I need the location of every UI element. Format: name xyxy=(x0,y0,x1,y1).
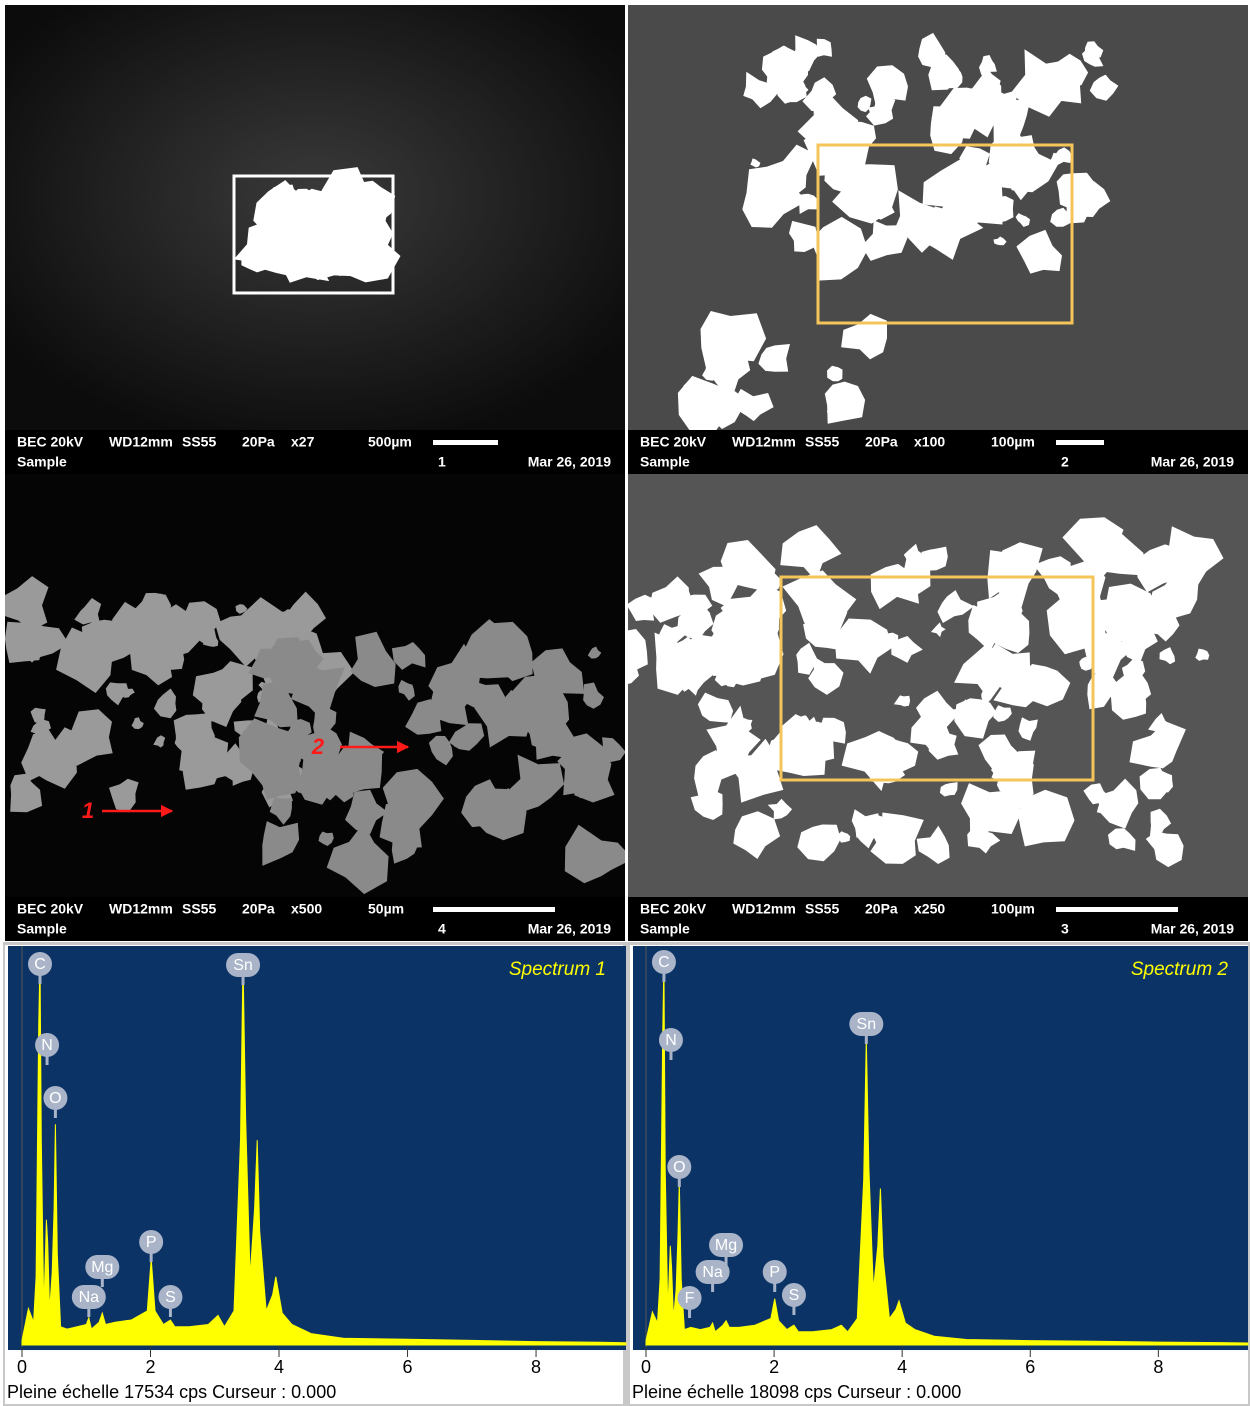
working-distance: WD12mm xyxy=(732,901,796,917)
pressure: 20Pa xyxy=(242,434,275,450)
peak-label: P xyxy=(769,1264,780,1281)
peak-label: C xyxy=(658,954,670,971)
scale-label: 50µm xyxy=(368,901,404,917)
arrow-label: 2 xyxy=(311,734,325,759)
footer: Pleine échelle 18098 cps Curseur : 0.000 xyxy=(632,1382,961,1402)
working-distance: WD12mm xyxy=(109,901,173,917)
plot-background xyxy=(633,946,1248,1350)
peak-label: F xyxy=(685,1290,695,1307)
mode: BEC 20kV xyxy=(17,901,84,917)
scale-bar xyxy=(433,440,498,445)
peak-label: Sn xyxy=(857,1016,877,1033)
label: Sample xyxy=(17,921,67,937)
x-tick-label: 4 xyxy=(274,1357,284,1377)
footer: Pleine échelle 17534 cps Curseur : 0.000 xyxy=(7,1382,336,1402)
x-tick-label: 2 xyxy=(146,1357,156,1377)
image-number: 4 xyxy=(438,921,446,937)
x-tick-label: 4 xyxy=(897,1357,907,1377)
peak-label: Mg xyxy=(91,1259,113,1276)
peak-label: Na xyxy=(79,1289,100,1306)
scale-bar xyxy=(1056,440,1104,445)
label: Sample xyxy=(640,921,690,937)
peak-label: O xyxy=(49,1090,61,1107)
label: Sample xyxy=(640,454,690,470)
pressure: 20Pa xyxy=(242,901,275,917)
date: Mar 26, 2019 xyxy=(528,921,611,937)
magnification: x250 xyxy=(914,901,945,917)
scale-label: 100µm xyxy=(991,434,1035,450)
x-tick-label: 8 xyxy=(1153,1357,1163,1377)
peak-label: N xyxy=(41,1037,53,1054)
x-tick-label: 0 xyxy=(641,1357,651,1377)
scale-label: 100µm xyxy=(991,901,1035,917)
image-number: 2 xyxy=(1061,454,1069,470)
magnification: x100 xyxy=(914,434,945,450)
label: Sample xyxy=(17,454,67,470)
peak-label: P xyxy=(146,1234,157,1251)
date: Mar 26, 2019 xyxy=(528,454,611,470)
spot-size: SS55 xyxy=(805,434,839,450)
peak-label: O xyxy=(673,1159,685,1176)
x-tick-label: 8 xyxy=(531,1357,541,1377)
peak-label: Mg xyxy=(715,1237,737,1254)
sem-image xyxy=(605,474,1248,897)
peak-label: S xyxy=(789,1287,800,1304)
mode: BEC 20kV xyxy=(17,434,84,450)
peak-label: S xyxy=(165,1289,176,1306)
peak-label: C xyxy=(34,956,46,973)
date: Mar 26, 2019 xyxy=(1151,454,1234,470)
spot-size: SS55 xyxy=(182,901,216,917)
spectrum-title: Spectrum 1 xyxy=(509,959,606,980)
scale-bar xyxy=(1056,907,1178,912)
working-distance: WD12mm xyxy=(109,434,173,450)
arrow-label: 1 xyxy=(82,798,94,823)
image-number: 1 xyxy=(438,454,446,470)
spectrum-title: Spectrum 2 xyxy=(1131,959,1229,980)
sem-image xyxy=(5,5,625,430)
scale-bar xyxy=(433,907,555,912)
x-tick-label: 6 xyxy=(403,1357,413,1377)
mode: BEC 20kV xyxy=(640,434,707,450)
x-tick-label: 6 xyxy=(1025,1357,1035,1377)
sem-image xyxy=(628,5,1248,434)
figure: BEC 20kV WD12mm SS55 20Pa x27 500µm Sample 1 Mar… xyxy=(0,0,1250,1406)
x-tick-label: 0 xyxy=(17,1357,27,1377)
peak-label: N xyxy=(665,1032,677,1049)
pressure: 20Pa xyxy=(865,901,898,917)
working-distance: WD12mm xyxy=(732,434,796,450)
image-number: 3 xyxy=(1061,921,1069,937)
sem-image xyxy=(1,474,633,897)
spot-size: SS55 xyxy=(805,901,839,917)
x-tick-label: 2 xyxy=(769,1357,779,1377)
pressure: 20Pa xyxy=(865,434,898,450)
spot-size: SS55 xyxy=(182,434,216,450)
scale-label: 500µm xyxy=(368,434,412,450)
peak-label: Sn xyxy=(233,957,253,974)
magnification: x27 xyxy=(291,434,315,450)
magnification: x500 xyxy=(291,901,322,917)
date: Mar 26, 2019 xyxy=(1151,921,1234,937)
mode: BEC 20kV xyxy=(640,901,707,917)
peak-label: Na xyxy=(702,1264,723,1281)
